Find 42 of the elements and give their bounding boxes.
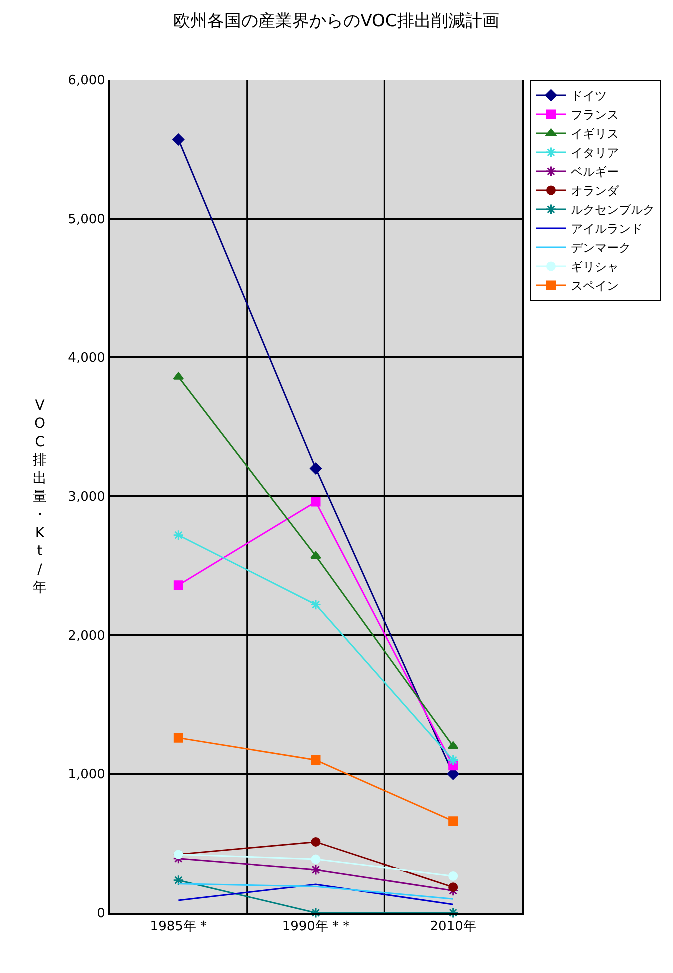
legend-label: イギリス bbox=[571, 127, 620, 142]
y-tick-label: 4,000 bbox=[68, 351, 106, 366]
y-tick-label: 6,000 bbox=[68, 74, 106, 89]
point bbox=[448, 754, 459, 766]
legend-label: アイルランド bbox=[571, 222, 644, 236]
legend-label: イタリア bbox=[571, 146, 620, 160]
y-tick-label: 0 bbox=[97, 906, 106, 922]
point bbox=[173, 874, 184, 886]
point bbox=[310, 462, 322, 475]
legend-label: オランダ bbox=[571, 184, 620, 198]
x-tick-label: 1985年 * bbox=[150, 920, 208, 935]
legend-label: ルクセンブルク bbox=[571, 203, 656, 218]
legend-label: スペイン bbox=[571, 279, 620, 294]
point bbox=[311, 837, 321, 847]
text: VOC排出量・Kt/年 bbox=[33, 398, 47, 596]
point bbox=[174, 580, 184, 590]
legend-label: フランス bbox=[571, 108, 620, 122]
legend-label: ベルギー bbox=[571, 165, 620, 180]
chart-title: 欧州各国の産業界からのVOC排出削減計画 bbox=[174, 11, 500, 32]
point bbox=[310, 864, 322, 876]
point bbox=[310, 551, 322, 559]
legend-label: ドイツ bbox=[571, 89, 608, 104]
x-tick-label: 1990年 * * bbox=[282, 920, 350, 935]
x-tick-label: 2010年 bbox=[430, 920, 476, 935]
y-tick-label: 3,000 bbox=[68, 490, 106, 506]
point bbox=[448, 882, 458, 892]
y-tick-label: 2,000 bbox=[68, 628, 106, 644]
point bbox=[310, 907, 322, 919]
point bbox=[174, 733, 184, 743]
point bbox=[448, 816, 458, 826]
legend-label: デンマーク bbox=[571, 241, 632, 256]
legend-label: ギリシャ bbox=[571, 260, 620, 274]
y-tick-label: 1,000 bbox=[68, 768, 106, 783]
point bbox=[311, 756, 321, 766]
point bbox=[448, 871, 458, 881]
point bbox=[173, 530, 184, 541]
point bbox=[448, 907, 459, 919]
y-tick-label: 5,000 bbox=[68, 212, 106, 228]
point bbox=[172, 134, 185, 146]
point bbox=[311, 854, 321, 864]
point bbox=[311, 497, 321, 507]
point bbox=[310, 599, 322, 610]
